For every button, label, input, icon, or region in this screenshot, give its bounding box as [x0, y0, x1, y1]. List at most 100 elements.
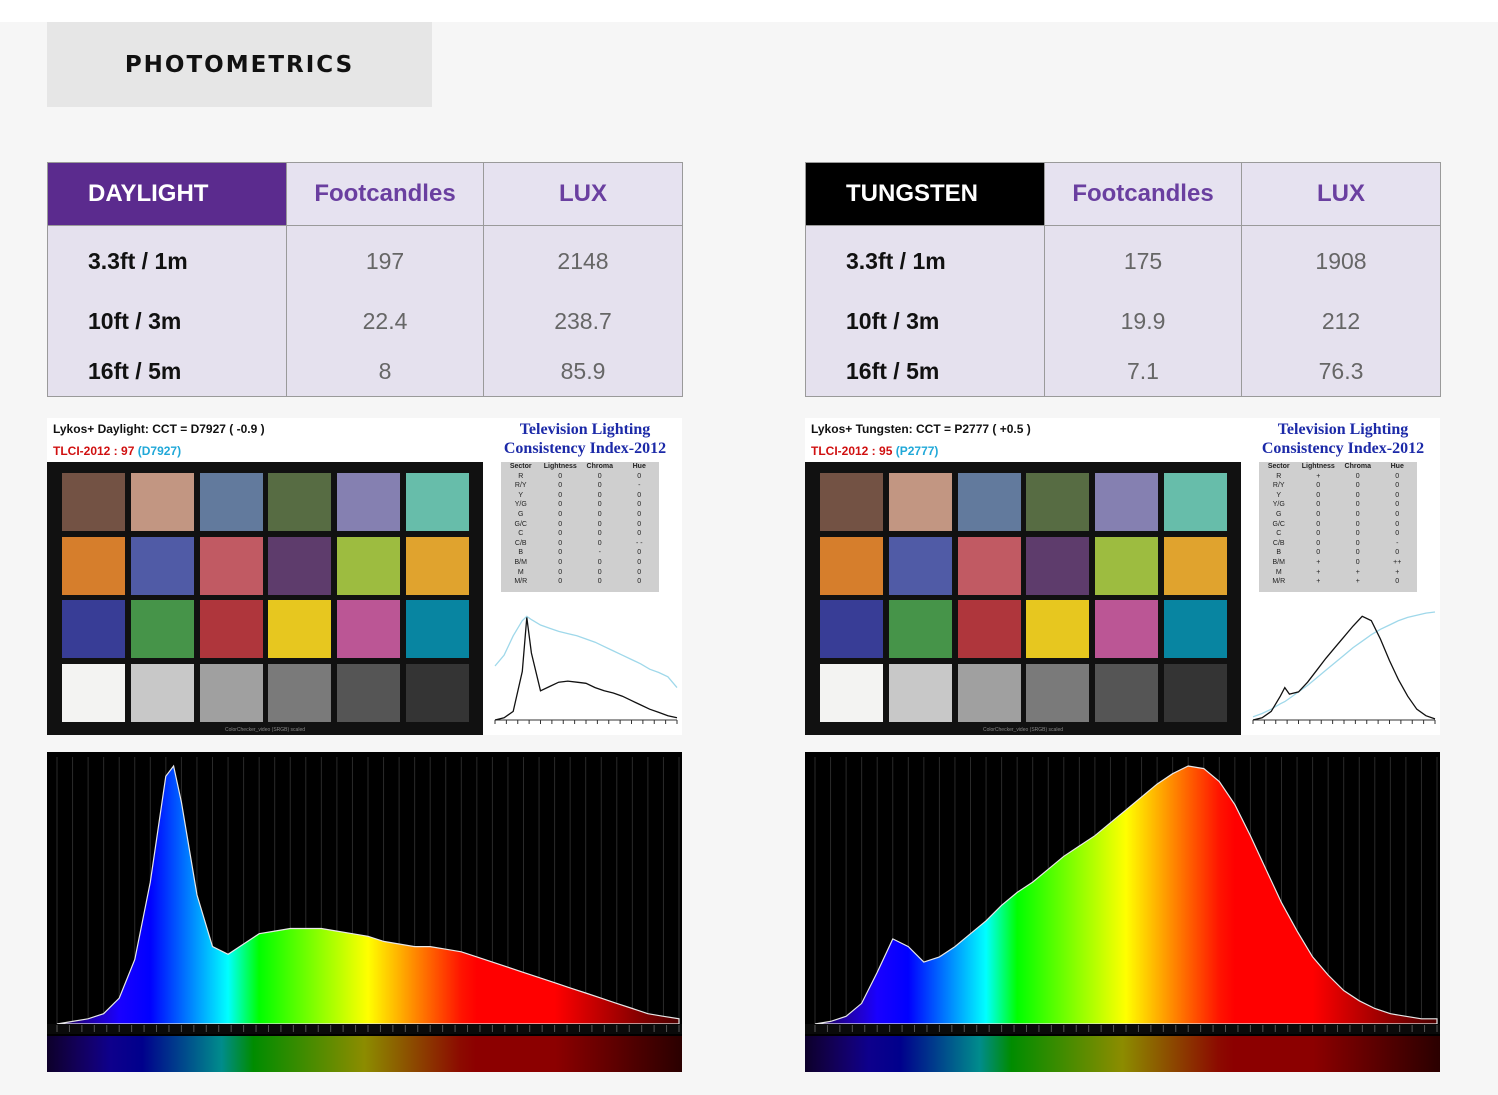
sector-row: M/R 0 0 0: [501, 577, 659, 587]
sector-cell: Y/G: [514, 501, 527, 509]
sector-cell: M: [1275, 568, 1282, 576]
sector-cell: Y/G: [1272, 501, 1285, 509]
daylight-tlci-report: Lykos+ Daylight: CCT = D7927 ( -0.9 ) TL…: [47, 418, 682, 735]
sector-cell: R/Y: [1272, 482, 1285, 490]
color-patch: [820, 473, 883, 531]
tlci-cct: (D7927): [137, 444, 182, 458]
sector-cell: M/R: [514, 578, 528, 586]
sector-cell: 0: [1355, 491, 1360, 499]
color-checker: ColorChecker_video (SRGB) scaled: [805, 462, 1241, 735]
sector-row: G 0 0 0: [501, 510, 659, 520]
sector-row: C/B 0 0 -: [1259, 539, 1417, 549]
tlci-brand-line1: Television Lighting: [1277, 421, 1409, 438]
sector-cell: C: [1276, 530, 1282, 538]
footcandles-header: Footcandles: [1044, 162, 1242, 226]
color-patch: [1164, 663, 1227, 722]
sector-cell: +: [1316, 558, 1321, 566]
mini-spd-line: [494, 615, 678, 689]
sector-cell: Y: [518, 491, 524, 499]
tungsten-tlci-report: Lykos+ Tungsten: CCT = P2777 ( +0.5 ) TL…: [805, 418, 1440, 735]
sector-cell: 0: [558, 501, 563, 509]
color-patch: [1095, 473, 1159, 531]
color-patch: [1164, 473, 1227, 531]
sector-row: M + + +: [1259, 568, 1417, 578]
sector-cell: G/C: [1272, 520, 1285, 528]
color-patch: [1164, 600, 1227, 658]
mini-spd-chart: [494, 615, 678, 724]
sector-header-row: Sector Lightness Chroma Hue: [1259, 462, 1417, 472]
color-patch: [268, 473, 332, 531]
lux-cell: 1908: [1241, 225, 1441, 296]
tlci-brand-line2: Consistency Index-2012: [503, 440, 667, 457]
sector-cell: 0: [1355, 558, 1360, 566]
sector-cell: ++: [1393, 558, 1402, 566]
sector-row: M/R + +0: [1259, 577, 1417, 587]
sector-cell: -: [638, 482, 641, 490]
lux-header: LUX: [1241, 162, 1441, 226]
sector-cell: 0: [558, 558, 563, 566]
sector-cell: R: [518, 472, 524, 480]
color-patch: [337, 663, 401, 722]
color-patch: [888, 536, 952, 595]
sector-header-cell: Chroma: [1344, 463, 1371, 470]
sector-cell: 0: [558, 568, 563, 576]
tlci-score-line: TLCI-2012 : 95 (P2777): [811, 444, 938, 458]
footcandles-cell: 8: [286, 346, 484, 397]
sector-cell: B: [1276, 549, 1282, 557]
sector-row: M 0 0 0: [501, 568, 659, 578]
lux-header: LUX: [483, 162, 683, 226]
tlci-brand-line1: Television Lighting: [519, 421, 651, 438]
color-patch: [337, 536, 401, 595]
sector-cell: 0: [597, 578, 602, 586]
sector-cell: B: [518, 549, 524, 557]
footcandles-cell: 175: [1044, 225, 1242, 296]
table-label-daylight: DAYLIGHT: [47, 162, 287, 226]
section-title: PHOTOMETRICS: [124, 51, 355, 78]
tlci-score: 95: [879, 444, 893, 458]
sector-cell: 0: [1355, 472, 1360, 480]
distance-cell: 3.3ft / 1m: [805, 225, 1045, 296]
sector-cell: 0: [637, 549, 642, 557]
sector-header-cell: Lightness: [543, 463, 577, 470]
distance-cell: 10ft / 3m: [805, 296, 1045, 346]
color-patch: [820, 536, 883, 595]
color-patch: [62, 536, 125, 595]
sector-cell: 0: [1355, 510, 1360, 518]
sector-cell: R: [1276, 472, 1282, 480]
color-patch: [1095, 536, 1159, 595]
tlci-brand-line2: Consistency Index-2012: [1261, 440, 1425, 457]
sector-header-cell: Sector: [1267, 463, 1290, 470]
sector-cell: 0: [1316, 491, 1321, 499]
tlci-brand: Television Lighting Consistency Index-20…: [1253, 420, 1433, 458]
color-patch: [888, 600, 952, 658]
x-axis-band: [805, 1024, 1440, 1034]
spectrum-area: [56, 764, 680, 1025]
color-patch: [199, 663, 263, 722]
color-patch: [406, 600, 469, 658]
tungsten-spectrum-svg: [805, 757, 1440, 1072]
sector-cell: +: [1316, 568, 1321, 576]
tlci-score-line: TLCI-2012 : 97 (D7927): [53, 444, 181, 458]
tlci-title: Lykos+ Tungsten: CCT = P2777 ( +0.5 ): [811, 422, 1031, 436]
color-patch: [62, 663, 125, 722]
sector-row: R +0 0: [1259, 472, 1417, 482]
color-patch: [337, 473, 401, 531]
color-patch: [1164, 536, 1227, 595]
tlci-score-label: TLCI-2012 :: [53, 444, 118, 458]
lux-cell: 85.9: [483, 346, 683, 397]
wavelength-bar: [47, 1036, 682, 1072]
sector-cell: 0: [1316, 530, 1321, 538]
mini-spd-line: [494, 617, 678, 721]
sector-cell: -: [598, 549, 601, 557]
sector-cell: 0: [558, 472, 563, 480]
sector-cell: 0: [637, 491, 642, 499]
sector-cell: 0: [637, 510, 642, 518]
sector-row: B 0 0 0: [1259, 548, 1417, 558]
sector-cell: 0: [1355, 549, 1360, 557]
sector-cell: 0: [558, 482, 563, 490]
sector-cell: C/B: [514, 539, 527, 547]
sector-cell: 0: [1316, 501, 1321, 509]
sector-cell: +: [1355, 568, 1360, 576]
daylight-photometrics-table: DAYLIGHT Footcandles LUX 3.3ft / 1m 197 …: [47, 162, 683, 397]
sector-row: G 0 0 0: [1259, 510, 1417, 520]
